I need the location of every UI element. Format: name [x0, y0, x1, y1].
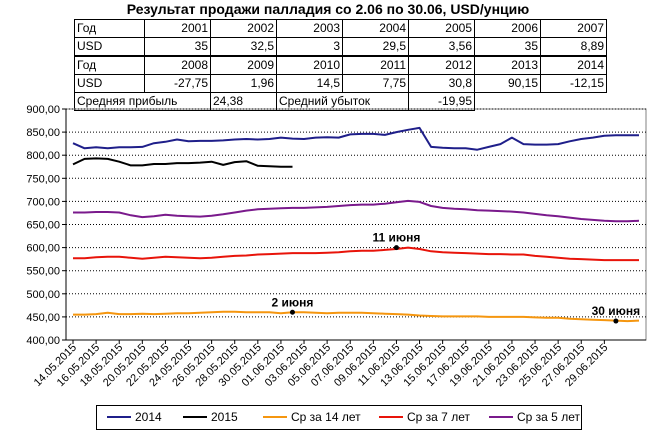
- year-cell: 2013: [474, 55, 541, 75]
- legend-label: 2015: [211, 410, 238, 424]
- y-tick-label: 800,00: [26, 150, 60, 162]
- series-line-0: [72, 126, 639, 151]
- annotation-label: 30 июня: [592, 304, 641, 318]
- y-tick-label: 550,00: [26, 266, 60, 278]
- legend-swatch-avg14: [263, 415, 287, 418]
- table-row: Год 2008 2009 2010 2011 2012 2013 2014: [74, 55, 607, 75]
- y-tick-label: 700,00: [26, 196, 60, 208]
- year-cell: 2005: [408, 19, 475, 38]
- series-line-1: [72, 157, 293, 168]
- year-label: Год: [74, 19, 145, 38]
- legend-label: Ср за 5 лет: [517, 410, 580, 424]
- year-label: Год: [74, 55, 145, 75]
- year-cell: 2004: [342, 19, 409, 38]
- avg-loss-label: Средний убыток: [276, 92, 409, 111]
- y-tick-label: 600,00: [26, 243, 60, 255]
- legend-item-avg5: Ср за 5 лет: [489, 410, 580, 425]
- annotation-marker: [613, 318, 619, 324]
- year-cell: 2009: [210, 55, 277, 75]
- avg-profit-label: Средняя прибыль: [74, 92, 211, 111]
- value-cell: 29,5: [342, 37, 409, 57]
- y-tick-label: 500,00: [26, 289, 60, 301]
- series-line-2: [73, 310, 640, 323]
- y-tick-label: 400,00: [26, 335, 60, 347]
- legend-swatch-avg7: [379, 415, 403, 418]
- year-cell: 2007: [540, 19, 607, 38]
- value-cell: 14,5: [276, 74, 343, 93]
- series-line-3: [73, 246, 639, 262]
- value-cell: -12,15: [540, 74, 607, 93]
- chart-title: Результат продажи палладия со 2.06 по 30…: [126, 1, 530, 17]
- table-row: USD 35 32,5 3 29,5 3,56 35 8,89: [74, 37, 607, 57]
- avg-profit-value: 24,38: [210, 92, 277, 111]
- series-line-4: [73, 199, 640, 223]
- legend-swatch-avg5: [489, 415, 513, 418]
- legend-label: 2014: [135, 410, 162, 424]
- y-tick-label: 900,00: [26, 104, 60, 116]
- legend-label: Ср за 7 лет: [407, 410, 470, 424]
- year-cell: 2002: [210, 19, 277, 38]
- table-row: USD -27,75 1,96 14,5 7,75 30,8 90,15 -12…: [74, 74, 607, 93]
- summary-row: Средняя прибыль 24,38 Средний убыток -19…: [74, 92, 607, 111]
- annotation-label: 2 июня: [272, 295, 314, 309]
- y-tick-label: 850,00: [26, 127, 60, 139]
- legend-item-2015: 2015: [183, 410, 238, 425]
- year-cell: 2003: [276, 19, 343, 38]
- table-row: Год 2001 2002 2003 2004 2005 2006 2007: [74, 19, 607, 38]
- value-cell: -27,75: [144, 74, 211, 93]
- legend-item-avg7: Ср за 7 лет: [379, 410, 470, 425]
- y-tick-label: 750,00: [26, 173, 60, 185]
- y-tick-label: 650,00: [26, 220, 60, 232]
- legend: 2014 2015 Ср за 14 лет Ср за 7 лет Ср за…: [96, 405, 582, 430]
- stats-table: Год 2001 2002 2003 2004 2005 2006 2007 U…: [74, 19, 607, 111]
- avg-loss-value: -19,95: [408, 92, 475, 111]
- annotation-label: 11 июня: [372, 231, 420, 245]
- y-tick-label: 450,00: [26, 312, 60, 324]
- legend-swatch-2015: [183, 415, 207, 418]
- annotation-marker: [393, 245, 399, 251]
- usd-label: USD: [74, 37, 145, 57]
- legend-item-avg14: Ср за 14 лет: [263, 410, 361, 425]
- annotation-marker: [289, 309, 295, 315]
- year-cell: 2001: [144, 19, 211, 38]
- year-cell: 2011: [342, 55, 409, 75]
- legend-swatch-2014: [107, 415, 131, 418]
- year-cell: 2008: [144, 55, 211, 75]
- legend-item-2014: 2014: [107, 410, 162, 425]
- legend-label: Ср за 14 лет: [291, 410, 361, 424]
